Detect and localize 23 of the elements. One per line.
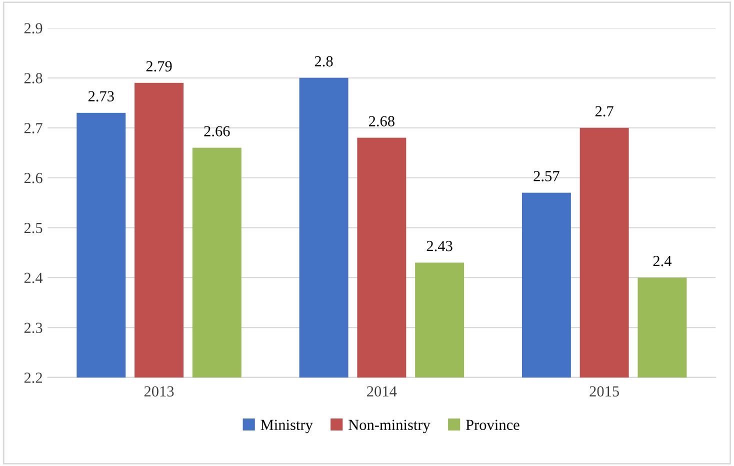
legend-label: Non-ministry [348,420,430,434]
y-tick-label: 2.5 [24,222,42,234]
y-tick-label: 2.4 [24,272,43,284]
legend-label: Province [466,420,520,430]
data-label: 2.43 [426,240,452,252]
data-label: 2.79 [146,61,172,72]
data-label: 2.57 [534,171,560,182]
y-tick-label: 2.9 [24,23,42,34]
y-tick-label: 2.2 [24,372,42,383]
y-tick-label: 2.7 [24,123,42,134]
data-label: 2.73 [88,91,114,102]
y-tick-label: 2.8 [24,73,42,84]
data-label: 2.4 [653,256,672,266]
data-label: 2.8 [314,56,333,67]
y-tick-label: 2.3 [24,322,42,334]
y-tick-label: 2.6 [24,172,42,184]
data-label: 2.7 [595,106,614,116]
x-tick-label: 2014 [367,386,397,397]
data-label: 2.68 [368,116,394,126]
x-tick-label: 2013 [144,386,174,397]
x-tick-label: 2015 [590,386,620,397]
data-label: 2.66 [204,126,230,136]
legend-label: Ministry [260,420,313,434]
